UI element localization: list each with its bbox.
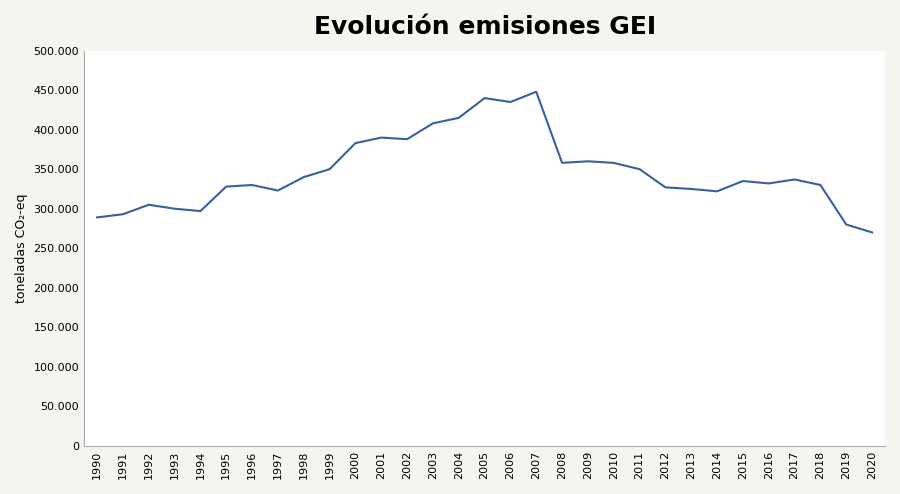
- Title: Evolución emisiones GEI: Evolución emisiones GEI: [313, 15, 655, 39]
- Y-axis label: toneladas CO₂-eq: toneladas CO₂-eq: [15, 194, 28, 303]
